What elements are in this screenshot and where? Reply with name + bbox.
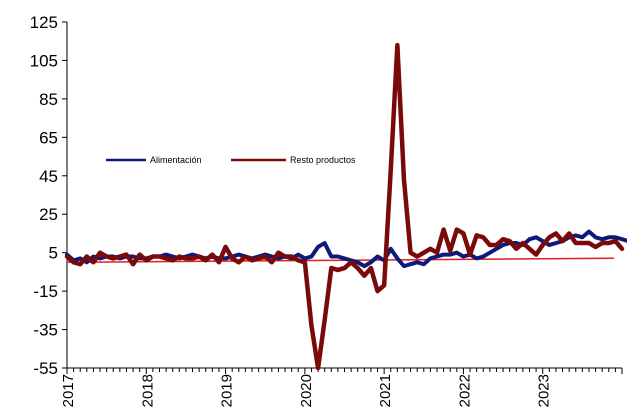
y-tick-label: 5	[49, 244, 58, 263]
y-tick-label: -35	[33, 321, 58, 340]
x-tick-label: 2021	[377, 374, 394, 407]
x-tick-label: 2019	[219, 374, 236, 407]
legend-label: Resto productos	[290, 155, 356, 165]
y-tick-label: 25	[39, 205, 58, 224]
y-tick-label: -15	[33, 282, 58, 301]
y-tick-label: 45	[39, 167, 58, 186]
y-tick-label: 125	[30, 13, 58, 32]
x-tick-label: 2020	[298, 374, 315, 407]
y-tick-label: -55	[33, 359, 58, 378]
x-tick-label: 2023	[536, 374, 553, 407]
series-layer	[64, 42, 627, 371]
y-tick-label: 85	[39, 90, 58, 109]
legend: Alimentación Resto productos	[106, 155, 356, 165]
x-tick-label: 2017	[60, 374, 77, 407]
reference-line	[66, 257, 615, 264]
y-tick-label: 105	[30, 51, 58, 70]
x-tick-label: 2018	[139, 374, 156, 407]
y-axis: 125 105 85 65 45 25 5 -15 -35 -55	[30, 13, 68, 378]
x-axis: 2017 2018 2019 2020 2021 2022 2023	[60, 367, 623, 407]
legend-label: Alimentación	[150, 155, 202, 165]
y-tick-label: 65	[39, 128, 58, 147]
series-line-resto-productos	[64, 42, 625, 371]
x-tick-label: 2022	[456, 374, 473, 407]
